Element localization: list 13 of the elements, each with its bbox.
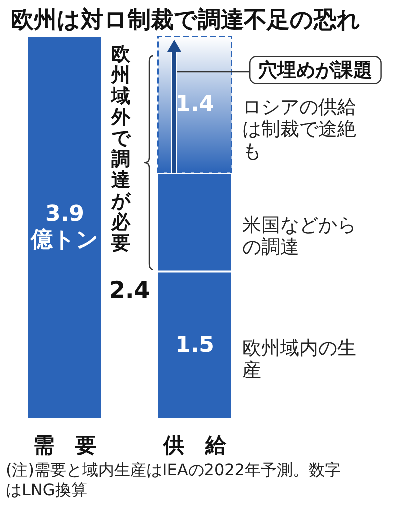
text: (注)需要と域内生産はIEAの2022年予測。数字はLNG換算 [6, 460, 341, 500]
text: 欧州域外で調達が必要 [112, 44, 130, 254]
data-label: 3.9 億トン [30, 202, 99, 253]
data-label: 1.5 [176, 332, 214, 358]
annotation: 穴埋めが課題 [258, 60, 373, 82]
chart-title: 欧州は対ロ制裁で調達不足の恐れ [11, 6, 361, 34]
series-label: 米国などからの調達 [242, 214, 356, 259]
series-label: ロシアの供給は制裁で途絶も [242, 96, 356, 163]
series-label: 欧州域内の生産 [242, 337, 356, 382]
data-label: 1.4 [176, 92, 214, 118]
x-tick-label: 供 給 [162, 434, 228, 458]
x-tick-label: 需 要 [34, 434, 96, 458]
annotation: 2.4 [110, 278, 150, 304]
